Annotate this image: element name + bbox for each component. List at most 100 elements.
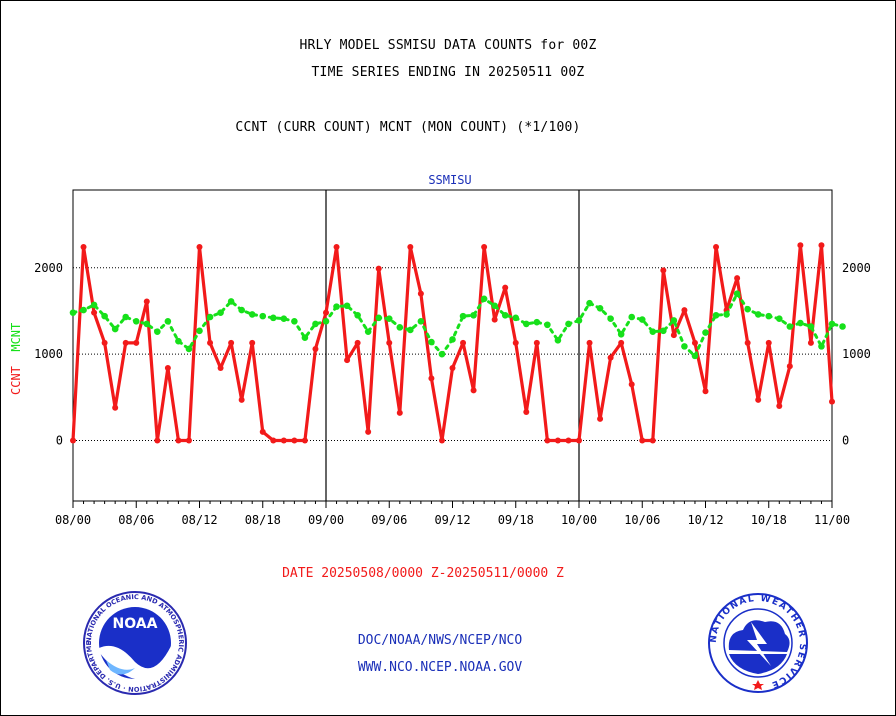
data-point-ccnt xyxy=(554,437,561,444)
data-point-mcnt xyxy=(733,290,741,297)
data-point-mcnt xyxy=(775,315,783,323)
data-point-mcnt xyxy=(807,323,815,330)
org-path-text: DOC/NOAA/NWS/NCEP/NCO xyxy=(357,633,523,648)
data-point-mcnt xyxy=(217,309,224,316)
x-tick-label: 10/18 xyxy=(751,513,787,527)
data-point-ccnt xyxy=(702,388,709,395)
data-point-mcnt xyxy=(723,311,730,318)
data-point-mcnt xyxy=(670,317,678,324)
data-point-mcnt xyxy=(628,313,636,321)
data-point-mcnt xyxy=(702,329,709,336)
data-point-mcnt xyxy=(501,311,509,319)
data-point-ccnt xyxy=(765,339,772,346)
data-point-ccnt xyxy=(91,309,98,316)
data-point-ccnt xyxy=(586,339,593,346)
data-point-ccnt xyxy=(280,437,287,444)
data-point-mcnt xyxy=(544,321,551,329)
data-point-ccnt xyxy=(101,339,108,346)
data-point-mcnt xyxy=(449,336,456,343)
data-point-ccnt xyxy=(417,290,424,297)
data-point-mcnt xyxy=(470,311,477,319)
noaa-logo: NATIONAL OCEANIC AND ATMOSPHERIC ADMINIS… xyxy=(82,590,187,695)
data-point-mcnt xyxy=(238,306,245,314)
data-point-mcnt xyxy=(407,326,414,334)
data-point-ccnt xyxy=(238,396,245,403)
data-point-ccnt xyxy=(143,298,150,305)
data-point-ccnt xyxy=(375,265,382,272)
data-point-mcnt xyxy=(301,334,309,342)
data-point-mcnt xyxy=(354,311,361,319)
y-tick-label-left: 2000 xyxy=(34,261,63,275)
data-point-ccnt xyxy=(438,437,445,444)
nws-logo: NATIONAL WEATHER SERVICE xyxy=(708,593,808,693)
data-point-ccnt xyxy=(196,244,203,251)
data-point-mcnt xyxy=(681,343,688,350)
data-point-mcnt xyxy=(575,317,583,324)
data-point-ccnt xyxy=(217,364,224,371)
data-point-ccnt xyxy=(175,437,182,444)
data-point-ccnt xyxy=(734,275,741,282)
data-point-ccnt xyxy=(228,339,235,346)
x-tick-label: 09/06 xyxy=(371,513,407,527)
data-point-mcnt xyxy=(132,318,140,325)
chart-title: HRLY MODEL SSMISU DATA COUNTS for 00Z xyxy=(299,38,597,53)
x-tick-label: 08/18 xyxy=(245,513,281,527)
data-point-ccnt xyxy=(597,415,604,422)
data-point-mcnt xyxy=(839,323,846,330)
data-point-mcnt xyxy=(438,350,446,358)
data-point-mcnt xyxy=(185,345,193,353)
data-point-ccnt xyxy=(386,339,393,346)
data-point-ccnt xyxy=(365,428,372,435)
data-point-ccnt xyxy=(829,398,835,405)
data-point-mcnt xyxy=(818,343,825,350)
data-point-mcnt xyxy=(248,311,256,318)
data-point-ccnt xyxy=(691,339,698,346)
data-point-mcnt xyxy=(227,298,235,305)
data-point-ccnt xyxy=(291,437,298,444)
data-point-mcnt xyxy=(512,314,520,322)
data-point-mcnt xyxy=(280,315,288,323)
data-point-mcnt xyxy=(459,312,467,320)
data-point-mcnt xyxy=(491,302,498,310)
data-point-mcnt xyxy=(617,330,625,338)
data-point-ccnt xyxy=(565,437,572,444)
data-point-ccnt xyxy=(713,244,720,251)
data-point-ccnt xyxy=(301,437,308,444)
data-point-mcnt xyxy=(786,323,794,330)
data-point-mcnt xyxy=(343,302,351,310)
data-point-mcnt xyxy=(175,337,182,345)
x-tick-label: 10/12 xyxy=(687,513,723,527)
website-text: WWW.NCO.NCEP.NOAA.GOV xyxy=(357,660,523,675)
data-point-mcnt xyxy=(259,312,267,320)
data-point-ccnt xyxy=(544,437,551,444)
data-point-ccnt xyxy=(70,437,76,444)
data-point-mcnt xyxy=(154,328,161,335)
y-tick-label-left: 1000 xyxy=(34,347,63,361)
data-point-ccnt xyxy=(428,375,435,382)
data-point-ccnt xyxy=(133,339,140,346)
data-point-mcnt xyxy=(533,318,541,326)
data-point-ccnt xyxy=(449,364,456,371)
data-point-mcnt xyxy=(649,328,657,335)
x-tick-label: 09/00 xyxy=(308,513,344,527)
data-point-mcnt xyxy=(143,320,151,328)
data-point-ccnt xyxy=(670,332,677,339)
data-point-mcnt xyxy=(712,311,720,319)
data-point-ccnt xyxy=(112,404,119,411)
data-point-ccnt xyxy=(618,339,625,346)
data-point-ccnt xyxy=(786,363,793,370)
data-point-mcnt xyxy=(101,312,108,320)
data-point-mcnt xyxy=(417,318,425,325)
data-point-ccnt xyxy=(185,437,192,444)
y-tick-label-left: 0 xyxy=(56,434,63,448)
x-tick-label: 08/12 xyxy=(181,513,217,527)
data-point-ccnt xyxy=(797,242,804,249)
y-tick-label-right: 0 xyxy=(842,434,849,448)
data-point-ccnt xyxy=(481,244,488,251)
data-point-ccnt xyxy=(660,267,667,274)
data-point-ccnt xyxy=(312,345,319,352)
data-point-mcnt xyxy=(554,337,562,344)
data-point-ccnt xyxy=(755,396,762,403)
data-point-ccnt xyxy=(649,437,656,444)
